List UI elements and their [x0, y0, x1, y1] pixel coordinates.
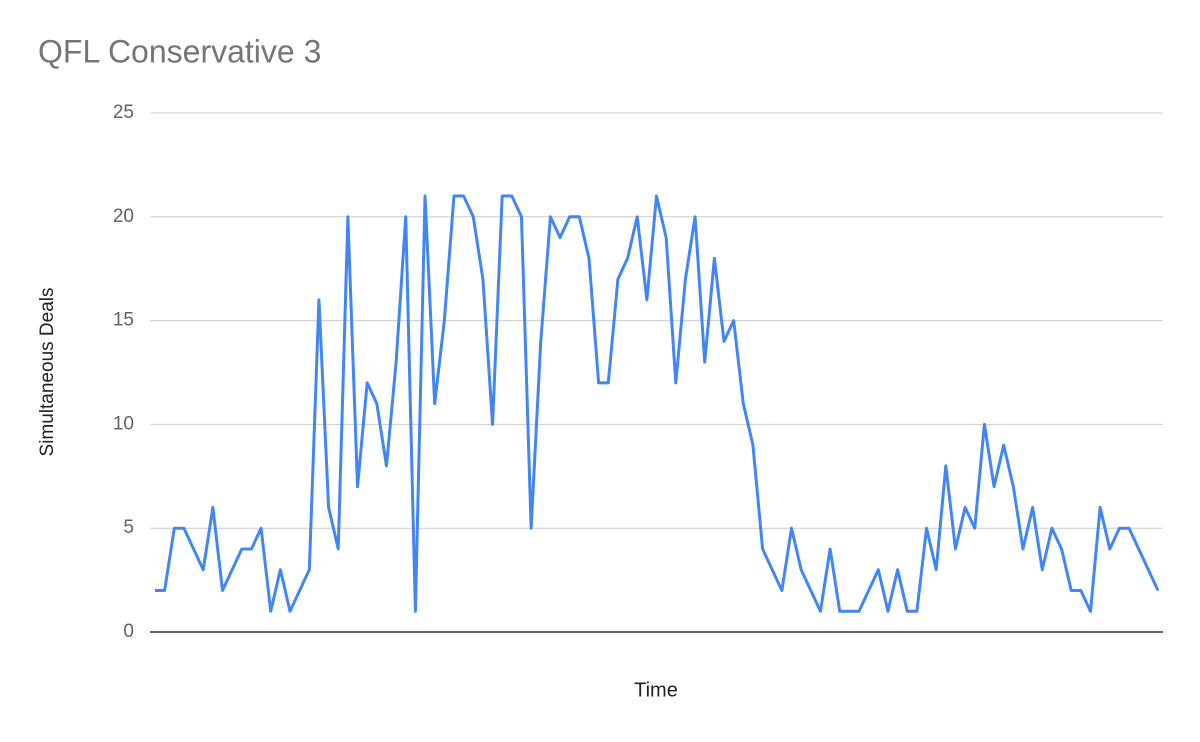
chart-title: QFL Conservative 3	[38, 33, 321, 69]
y-axis-title: Simultaneous Deals	[37, 288, 58, 457]
y-tick-label: 15	[113, 310, 134, 331]
y-tick-label: 0	[123, 621, 134, 642]
y-tick-label: 25	[113, 102, 134, 123]
x-axis-title: Time	[634, 679, 678, 701]
data-line	[155, 194, 1160, 613]
y-tick-label: 20	[113, 206, 134, 227]
y-tick-label: 5	[123, 517, 134, 538]
y-tick-label: 10	[113, 413, 134, 434]
